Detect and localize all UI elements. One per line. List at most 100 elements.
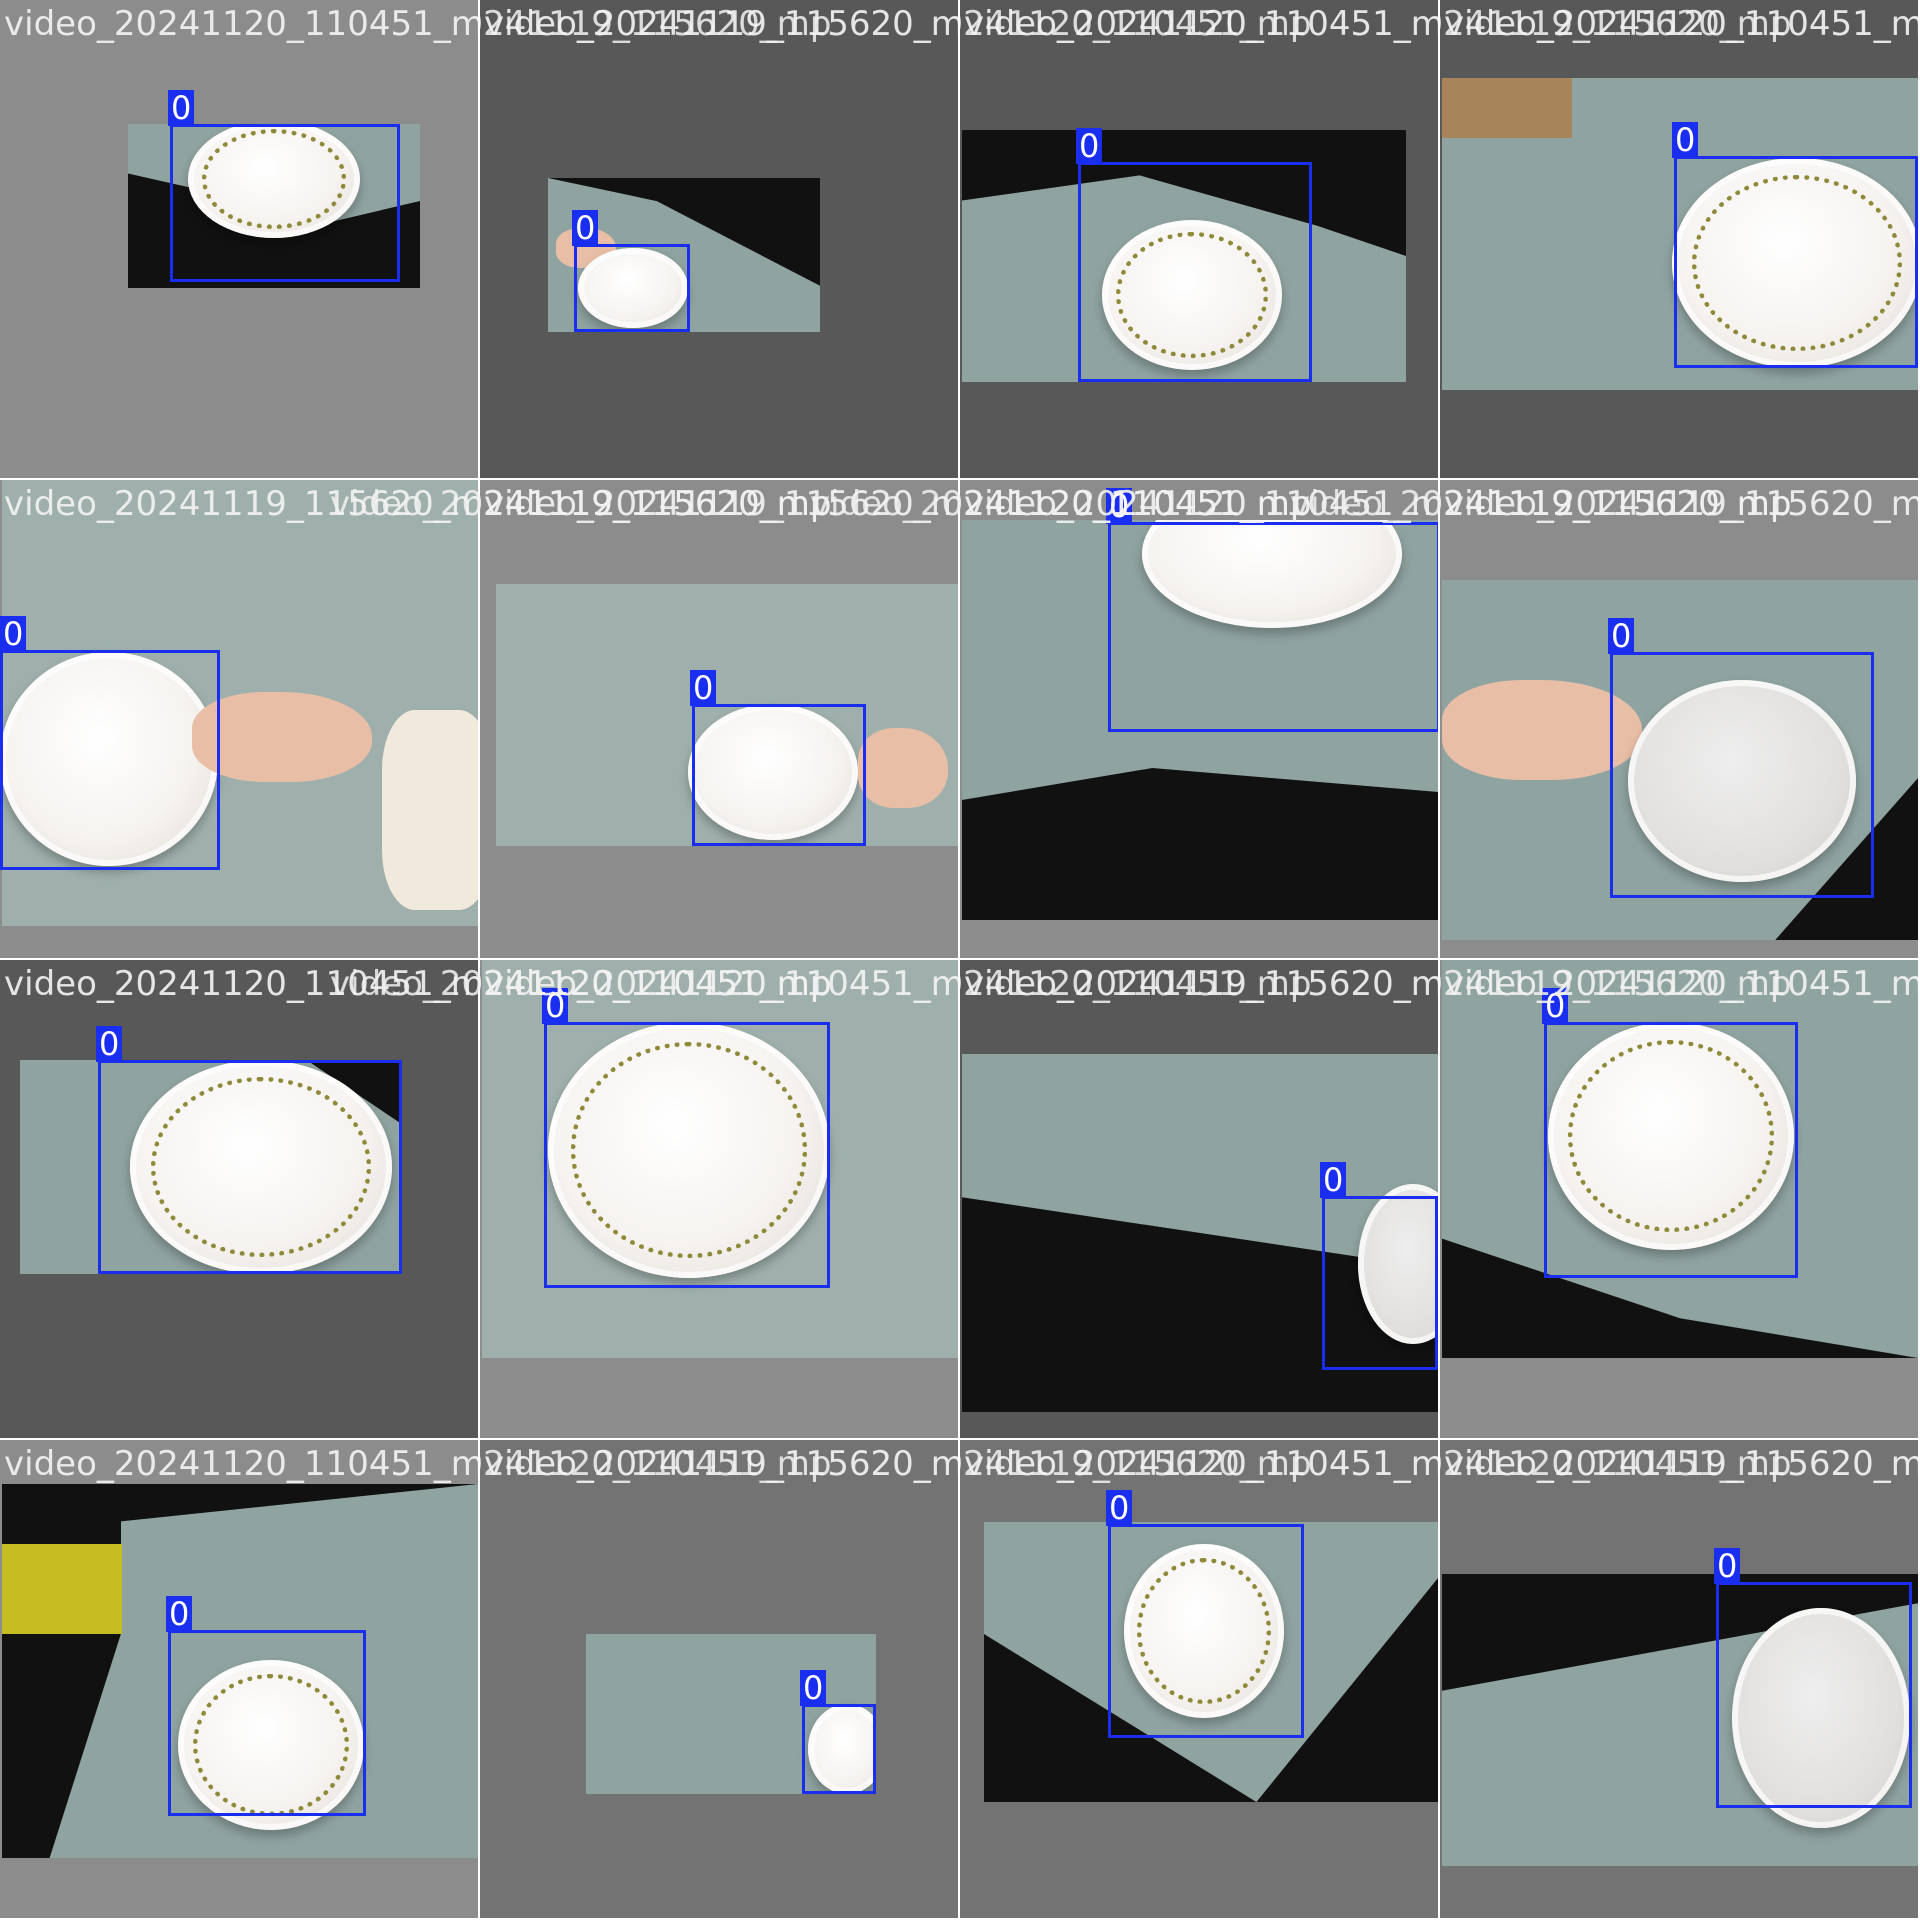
bounding-box (1716, 1582, 1912, 1808)
bbox-label: 0 (168, 90, 195, 126)
plate (1124, 1544, 1284, 1718)
photo (962, 520, 1438, 920)
photo (20, 1060, 402, 1274)
tile-6: 0 video_20241119_115620_mp video_2024111… (480, 480, 958, 958)
plate (1732, 1608, 1910, 1828)
photo (962, 130, 1406, 382)
tile-title-overlay: video_20241119_115620_mp (1290, 484, 1792, 524)
bounding-box (1322, 1196, 1438, 1370)
tile-16: 0 video_20241120_110451_mp video_2024111… (1440, 1440, 1918, 1918)
bbox-label: 0 (690, 670, 717, 706)
plate (1548, 1022, 1794, 1250)
bbox-label: 0 (1608, 618, 1635, 654)
bounding-box (574, 244, 690, 332)
tile-title-overlay: video_20241119_115620_mp (330, 484, 832, 524)
tile-title: video_20241120_110451_mp4-0075_jpg.rf.93 (4, 1444, 478, 1484)
bbox-label: 0 (1106, 1490, 1133, 1526)
bbox-label: 0 (1076, 128, 1103, 164)
plate (178, 1660, 364, 1830)
bounding-box (98, 1060, 402, 1274)
photo (128, 124, 420, 288)
tile-title: video_20241120_110451_mp4-0068_jpg.rf.92 (964, 1444, 1438, 1484)
plate (130, 1060, 392, 1274)
photo (1442, 580, 1918, 940)
photo (586, 1634, 876, 1794)
tile-5: 0 video_20241119_115620_mp4-0005_jpg.rf.… (0, 480, 478, 958)
tile-title-overlay: video_20241120_110451_mp (960, 964, 1312, 1004)
plate (1628, 680, 1856, 882)
bounding-box (1544, 1022, 1798, 1278)
tile-15: 0 video_20241119_115620_mp video_2024112… (960, 1440, 1438, 1918)
plate (808, 1704, 876, 1794)
tile-13: 0 video_20241120_110451_mp4-0075_jpg.rf.… (0, 1440, 478, 1918)
tile-title-overlay: video_20241120_110451_mp (810, 484, 1312, 524)
photo (984, 1522, 1438, 1802)
tile-14: 0 video_20241120_110451_mp video_2024111… (480, 1440, 958, 1918)
tile-12: 0 video_20241119_115620_mp video_2024112… (1440, 960, 1918, 1438)
tile-title-overlay: video_20241119_115620_mp (1440, 484, 1792, 524)
tile-title: video_20241119_115620_mp4-0094_jpg.rf.50 (484, 1444, 958, 1484)
plate (688, 704, 858, 840)
bbox-label: 0 (1320, 1162, 1347, 1198)
tile-title-overlay: video_20241120_110451_mp (960, 4, 1312, 44)
bounding-box (0, 650, 220, 870)
plate (548, 1022, 830, 1278)
tile-title: video_20241119_115620_mp4-0082_jpg.rf.0b (484, 484, 958, 524)
tile-title: video_20241119_115620_mp4-0032_jpg.rf.40 (484, 4, 958, 44)
tile-7: 0 video_20241120_110451_mp video_2024112… (960, 480, 1438, 958)
divider (0, 958, 1920, 960)
tile-3: 0 video_20241120_110451_mp video_2024112… (960, 0, 1438, 478)
tile-title-overlay: video_20241119_115620_mp (480, 4, 832, 44)
bounding-box (544, 1022, 830, 1288)
bbox-label: 0 (800, 1670, 827, 1706)
photo (1442, 78, 1918, 390)
bbox-label: 0 (572, 210, 599, 246)
bbox-label: 0 (1106, 488, 1133, 524)
tile-title: video_20241119_115620_mp4-0068_jpg.rf.92 (1444, 1444, 1918, 1484)
tile-title-overlay: video_20241120_110451_mp (1440, 1444, 1792, 1484)
tile-2: 0 video_20241119_115620_mp video_2024111… (480, 0, 958, 478)
plate (1672, 158, 1918, 368)
bounding-box (1610, 652, 1874, 898)
bbox-label: 0 (542, 988, 569, 1024)
tile-9: 0 video_20241120_110451_mp4-0047_jpg.rf.… (0, 960, 478, 1438)
photo (962, 1054, 1438, 1412)
photo (1442, 1574, 1918, 1866)
tile-title-overlay: video_20241119_115620_mp (480, 484, 832, 524)
tile-title-overlay: video_20241120_110451_mp (480, 1444, 832, 1484)
plate (2, 652, 218, 866)
plate (578, 248, 688, 328)
tile-title: video_20241120_110451_mp4-0047_jpg.rf.6c (4, 964, 478, 1004)
tile-title-overlay: video_20241119_115620_mp (1440, 964, 1792, 1004)
bounding-box (168, 1630, 366, 1816)
tile-title-overlay: video_20241120_110451_mp (960, 484, 1312, 524)
photo (548, 178, 820, 332)
tile-title: video_20241119_115620_mp4-0062_jpg.rf.90 (964, 964, 1438, 1004)
tile-title-overlay: video_20241120_110451_mp (330, 964, 832, 1004)
bbox-label: 0 (0, 616, 27, 652)
plate (1102, 220, 1282, 370)
bbox-label: 0 (96, 1026, 123, 1062)
tile-title: video_20241120_110451_mp4-0062_jpg.rf.05 (1444, 4, 1918, 44)
bounding-box (692, 704, 866, 846)
tile-11: 0 video_20241120_110451_mp video_2024111… (960, 960, 1438, 1438)
bounding-box (1108, 522, 1438, 732)
tile-title-overlay: video_20241119_115620_mp (960, 1444, 1312, 1484)
bounding-box (170, 124, 400, 282)
photo (1442, 960, 1918, 1358)
divider (0, 478, 1920, 480)
tile-title: video_20241120_110451_mp4-0095_jpg.rf.ea (964, 484, 1438, 524)
bbox-label: 0 (1714, 1548, 1741, 1584)
photo (482, 960, 958, 1358)
tile-title: video_20241119_115620_mp4-0005_jpg.rf.07 (4, 484, 478, 524)
bounding-box (1078, 162, 1312, 382)
bounding-box (802, 1704, 876, 1794)
tile-title-overlay: video_20241120_110451_mp (480, 964, 832, 1004)
bbox-label: 0 (1542, 988, 1569, 1024)
tile-title: video_20241119_115620_mp4-0095_jpg.rf.1a (1444, 484, 1918, 524)
plate (188, 124, 360, 238)
tile-title: video_20241120_110451_mp4-0062_jpg.rf.25 (964, 4, 1438, 44)
tile-8: 0 video_20241119_115620_mp video_2024111… (1440, 480, 1918, 958)
tile-10: 0 video_20241120_110451_mp video_2024112… (480, 960, 958, 1438)
